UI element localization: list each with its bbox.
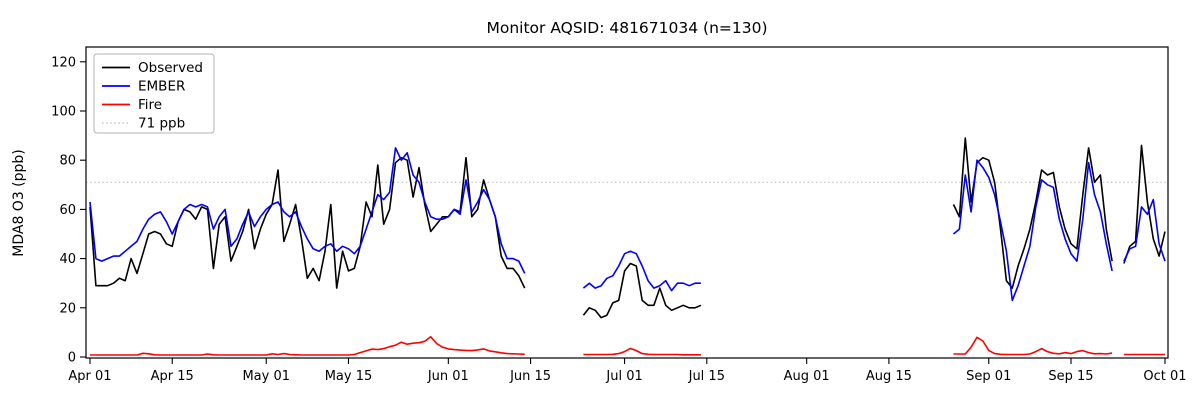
y-tick-label: 40 <box>59 252 76 267</box>
fire-line <box>90 335 525 356</box>
observed-line <box>582 262 702 319</box>
y-tick-label: 80 <box>59 154 76 169</box>
ember-line <box>1123 198 1166 262</box>
x-tick-label: Jun 01 <box>427 369 469 384</box>
plot-frame <box>85 46 1169 359</box>
x-tick-label: Apr 01 <box>68 369 111 384</box>
x-tick-label: May 15 <box>325 369 373 384</box>
y-axis-ticks: 0 20 40 60 80 100 120 <box>51 55 86 366</box>
y-tick-label: 60 <box>59 203 76 218</box>
y-tick-label: 0 <box>68 351 76 366</box>
fire-line <box>583 347 701 356</box>
ember-line <box>582 250 701 292</box>
legend-label: 71 ppb <box>138 116 185 132</box>
y-tick-label: 20 <box>59 301 76 316</box>
fire-line <box>953 336 1113 356</box>
axes-border <box>85 46 1169 359</box>
x-axis-ticks: Apr 01 Apr 15 May 01 May 15 Jun 01 Jun 15 Jul … <box>68 358 1187 384</box>
chart-title: Monitor AQSID: 481671034 (n=130) <box>486 19 767 37</box>
legend-box <box>93 53 215 134</box>
y-tick-label: 100 <box>51 105 76 120</box>
x-tick-label: Sep 01 <box>966 369 1011 384</box>
ember-line <box>89 147 526 274</box>
x-tick-label: Aug 01 <box>784 369 830 384</box>
ember-line <box>952 159 1113 302</box>
x-tick-label: Oct 01 <box>1143 369 1186 384</box>
x-tick-label: Aug 15 <box>866 369 912 384</box>
x-tick-label: Jul 15 <box>688 369 725 384</box>
observed-line <box>89 156 526 289</box>
legend-label: Observed <box>138 60 203 76</box>
y-tick-label: 120 <box>51 55 76 70</box>
x-tick-label: May 01 <box>242 369 290 384</box>
x-tick-label: Sep 15 <box>1048 369 1093 384</box>
y-axis-label: MDA8 O3 (ppb) <box>11 149 27 257</box>
observed-line <box>952 137 1113 289</box>
legend-label: Fire <box>138 97 162 113</box>
legend-label: EMBER <box>138 79 185 95</box>
x-tick-label: Jul 01 <box>605 369 642 384</box>
x-tick-label: Jun 15 <box>509 369 551 384</box>
x-tick-label: Apr 15 <box>151 369 194 384</box>
legend: Observed EMBER Fire 71 ppb <box>93 53 215 134</box>
observed-line <box>1123 144 1166 264</box>
series-lines-group <box>89 137 1166 356</box>
